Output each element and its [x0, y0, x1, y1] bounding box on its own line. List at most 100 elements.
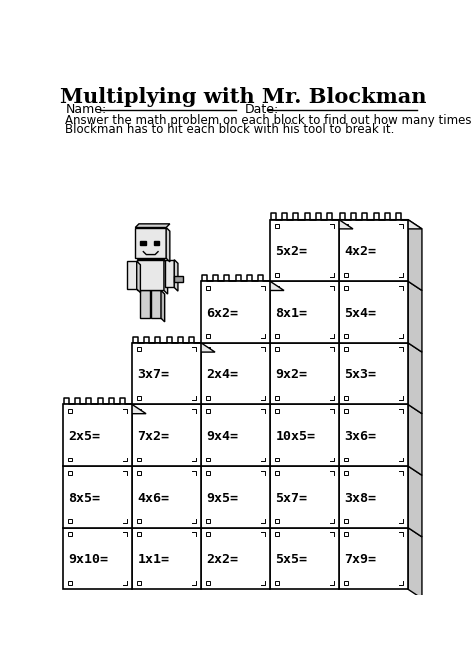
- Bar: [137, 533, 141, 536]
- Bar: [344, 224, 347, 228]
- Text: 5x3=: 5x3=: [345, 369, 376, 381]
- Bar: [339, 281, 408, 343]
- Bar: [275, 471, 279, 474]
- Bar: [206, 533, 210, 536]
- Bar: [137, 409, 141, 413]
- Bar: [275, 334, 279, 339]
- Bar: [206, 458, 210, 462]
- Text: Answer the math problem on each block to find out how many times Mr.: Answer the math problem on each block to…: [65, 114, 474, 127]
- Bar: [344, 471, 347, 474]
- Text: 5x2=: 5x2=: [275, 245, 308, 258]
- Bar: [339, 466, 408, 528]
- Text: 7x2=: 7x2=: [137, 430, 170, 443]
- Bar: [68, 533, 72, 536]
- Polygon shape: [174, 260, 178, 291]
- Text: 8x1=: 8x1=: [275, 307, 308, 320]
- Bar: [206, 409, 210, 413]
- Polygon shape: [135, 224, 170, 227]
- Bar: [68, 519, 72, 523]
- Polygon shape: [201, 281, 284, 290]
- Bar: [339, 219, 408, 281]
- Bar: [344, 458, 347, 462]
- Text: 5x4=: 5x4=: [345, 307, 376, 320]
- Bar: [206, 581, 210, 585]
- Bar: [135, 227, 166, 258]
- Bar: [270, 281, 339, 343]
- Bar: [68, 409, 72, 413]
- Polygon shape: [166, 227, 170, 262]
- Bar: [140, 241, 146, 245]
- Polygon shape: [408, 219, 422, 290]
- Bar: [270, 466, 339, 528]
- Polygon shape: [132, 343, 215, 352]
- Text: 1x1=: 1x1=: [137, 553, 170, 566]
- Text: Name:: Name:: [65, 104, 107, 116]
- Bar: [137, 458, 141, 462]
- Text: 10x5=: 10x5=: [275, 430, 316, 443]
- Bar: [344, 533, 347, 536]
- Text: 9x2=: 9x2=: [275, 369, 308, 381]
- Bar: [164, 260, 174, 288]
- Bar: [68, 471, 72, 474]
- Text: 2x2=: 2x2=: [207, 553, 238, 566]
- Bar: [270, 528, 339, 589]
- Bar: [344, 396, 347, 400]
- Bar: [344, 519, 347, 523]
- Bar: [275, 347, 279, 351]
- Text: 9x10=: 9x10=: [69, 553, 109, 566]
- Bar: [137, 260, 164, 290]
- Bar: [339, 405, 408, 466]
- Bar: [339, 343, 408, 405]
- Bar: [140, 290, 150, 318]
- Bar: [137, 581, 141, 585]
- Polygon shape: [270, 219, 353, 229]
- Bar: [206, 286, 210, 290]
- Bar: [137, 347, 141, 351]
- Bar: [275, 533, 279, 536]
- Bar: [275, 581, 279, 585]
- Bar: [132, 343, 201, 405]
- Text: 9x4=: 9x4=: [207, 430, 238, 443]
- Bar: [132, 405, 201, 466]
- Bar: [206, 347, 210, 351]
- Bar: [137, 519, 141, 523]
- Text: 3x8=: 3x8=: [345, 492, 376, 504]
- Bar: [275, 409, 279, 413]
- Bar: [63, 405, 132, 466]
- Bar: [344, 334, 347, 339]
- Polygon shape: [63, 405, 146, 413]
- Bar: [201, 528, 270, 589]
- Text: 5x7=: 5x7=: [275, 492, 308, 504]
- Bar: [63, 466, 132, 528]
- Text: 3x6=: 3x6=: [345, 430, 376, 443]
- Polygon shape: [137, 256, 168, 260]
- Text: 4x6=: 4x6=: [137, 492, 170, 504]
- Text: 2x4=: 2x4=: [207, 369, 238, 381]
- Bar: [344, 286, 347, 290]
- Polygon shape: [408, 466, 422, 537]
- Bar: [206, 396, 210, 400]
- Bar: [275, 224, 279, 228]
- Bar: [270, 219, 339, 281]
- Text: 8x5=: 8x5=: [69, 492, 100, 504]
- Text: 9x5=: 9x5=: [207, 492, 238, 504]
- Text: 4x2=: 4x2=: [345, 245, 376, 258]
- Polygon shape: [161, 290, 164, 322]
- Bar: [137, 396, 141, 400]
- Bar: [206, 471, 210, 474]
- Bar: [275, 458, 279, 462]
- Text: Multiplying with Mr. Blockman: Multiplying with Mr. Blockman: [60, 87, 426, 107]
- Bar: [137, 471, 141, 474]
- Bar: [201, 281, 270, 343]
- Polygon shape: [339, 219, 422, 229]
- Bar: [63, 528, 132, 589]
- Bar: [275, 286, 279, 290]
- Text: 7x9=: 7x9=: [345, 553, 376, 566]
- Bar: [275, 519, 279, 523]
- Text: 3x7=: 3x7=: [137, 369, 170, 381]
- Bar: [174, 276, 183, 282]
- Bar: [344, 273, 347, 276]
- Text: 2x5=: 2x5=: [69, 430, 100, 443]
- Polygon shape: [137, 261, 140, 292]
- Bar: [151, 290, 161, 318]
